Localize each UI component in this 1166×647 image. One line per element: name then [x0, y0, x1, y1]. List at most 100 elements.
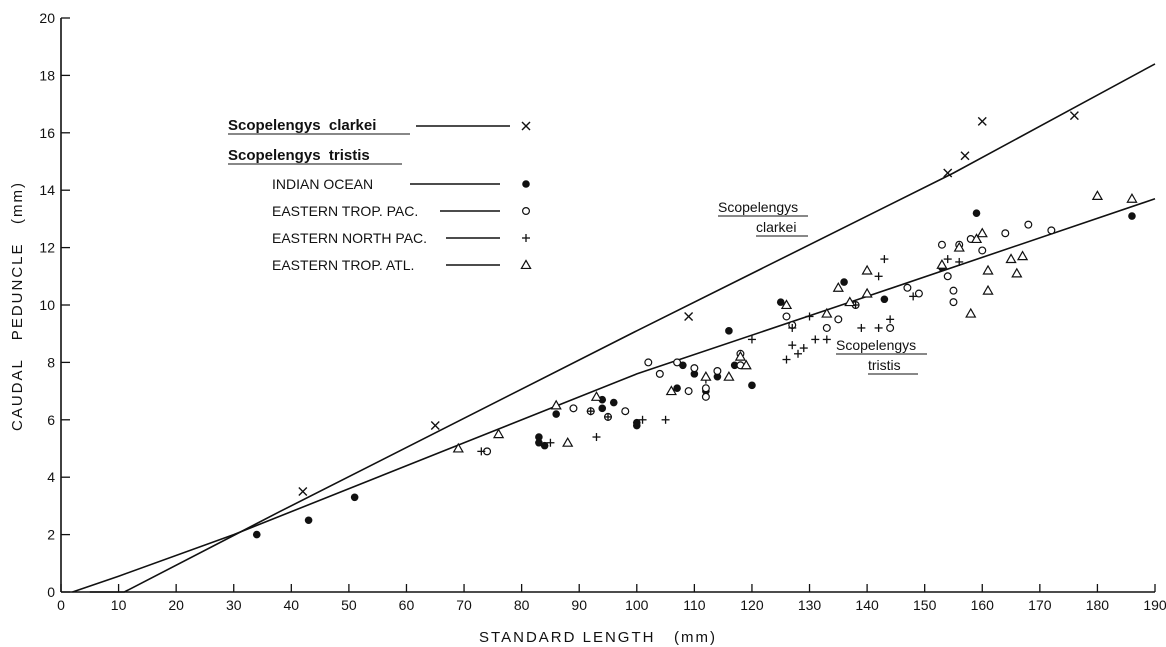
annotation-clarkei-genus: Scopelengys: [718, 199, 798, 215]
data-point: [590, 391, 603, 401]
data-point: [748, 381, 756, 390]
data-point: [788, 323, 797, 332]
x-tick-label: 10: [111, 597, 127, 613]
x-tick-label: 20: [168, 597, 184, 613]
data-point: [740, 359, 752, 370]
y-tick-label: 14: [39, 182, 55, 198]
data-point: [734, 350, 747, 361]
data-point: [700, 370, 712, 381]
data-point: [701, 384, 710, 393]
x-tick-label: 100: [625, 597, 649, 613]
y-tick-label: 8: [47, 354, 55, 370]
x-tick-label: 140: [855, 597, 879, 613]
data-point: [661, 415, 670, 424]
x-tick-label: 90: [571, 597, 587, 613]
data-point: [725, 327, 733, 335]
data-point: [609, 398, 618, 407]
data-point: [782, 312, 791, 321]
data-point: [844, 296, 856, 307]
data-point: [1128, 212, 1136, 220]
data-point: [960, 151, 970, 161]
x-tick-label: 70: [456, 597, 472, 613]
data-point: [535, 433, 543, 441]
data-point: [970, 233, 983, 244]
data-point: [655, 369, 664, 378]
y-tick-label: 20: [39, 10, 55, 26]
data-point: [880, 255, 889, 264]
data-point: [822, 323, 831, 332]
data-point: [937, 240, 946, 249]
data-point: [252, 530, 261, 539]
data-point: [552, 410, 560, 418]
legend: Scopelengys clarkei Scopelengys tristis …: [228, 117, 532, 273]
data-point: [638, 415, 647, 424]
data-point: [546, 438, 555, 447]
data-point: [953, 241, 965, 252]
data-point: [874, 272, 883, 281]
x-tick-label: 50: [341, 597, 357, 613]
data-point: [730, 361, 739, 370]
data-point: [1069, 111, 1079, 121]
x-tick-label: 30: [226, 597, 242, 613]
data-point: [684, 387, 693, 396]
data-point: [521, 207, 530, 216]
data-point: [794, 349, 803, 358]
annotation-tristis: Scopelengys tristis: [836, 337, 927, 375]
y-tick-label: 0: [47, 584, 55, 600]
data-point: [861, 264, 873, 275]
data-point: [788, 341, 797, 350]
legend-label-eastern-trop-pac: EASTERN TROP. PAC.: [272, 203, 418, 219]
x-tick-label: 110: [683, 597, 706, 613]
x-tick-label: 170: [1028, 597, 1052, 613]
fit-lines: [72, 63, 1156, 593]
data-point: [673, 384, 681, 393]
fit-line: [89, 63, 1156, 593]
data-point: [632, 418, 641, 427]
data-point: [1024, 220, 1033, 229]
data-point: [982, 284, 994, 295]
annotation-clarkei-species: clarkei: [756, 219, 796, 235]
y-tick-label: 12: [39, 240, 55, 256]
legend-markers: [520, 121, 532, 270]
data-point: [857, 323, 866, 332]
data-point: [747, 335, 756, 344]
data-point: [903, 283, 912, 292]
data-point: [880, 295, 889, 304]
data-point: [943, 272, 952, 281]
data-point: [701, 392, 710, 401]
data-point: [521, 121, 531, 131]
data-point: [535, 438, 543, 447]
data-point: [782, 355, 791, 364]
data-point: [1005, 253, 1017, 264]
data-point: [1091, 190, 1104, 200]
data-point: [520, 259, 532, 270]
data-point: [430, 421, 440, 431]
data-point: [886, 323, 895, 332]
data-point: [644, 358, 653, 367]
y-tick-label: 2: [47, 527, 55, 543]
data-point: [713, 372, 722, 381]
data-point: [805, 312, 814, 321]
data-point: [713, 367, 722, 376]
data-point: [949, 298, 958, 307]
legend-species-tristis: Scopelengys tristis: [228, 147, 370, 164]
x-tick-label: 40: [284, 597, 300, 613]
data-point: [840, 278, 848, 286]
data-point: [822, 335, 831, 344]
data-point: [592, 433, 601, 442]
data-point: [799, 344, 808, 353]
x-tick-label: 80: [514, 597, 530, 613]
axes: 0 10 20 30 40 50 60 70 80 90 100 110 120 130 140 150 160…: [39, 10, 1166, 613]
legend-label-eastern-north-pac: EASTERN NORTH PAC.: [272, 230, 427, 246]
annotation-tristis-species: tristis: [868, 357, 901, 373]
data-point: [909, 292, 918, 301]
data-point: [982, 264, 994, 275]
data-point: [977, 116, 987, 126]
data-point: [955, 257, 964, 266]
y-tick-label: 18: [39, 67, 55, 83]
data-point: [965, 307, 977, 318]
data-point: [914, 289, 923, 298]
data-point: [586, 407, 595, 416]
data-point: [690, 370, 699, 378]
